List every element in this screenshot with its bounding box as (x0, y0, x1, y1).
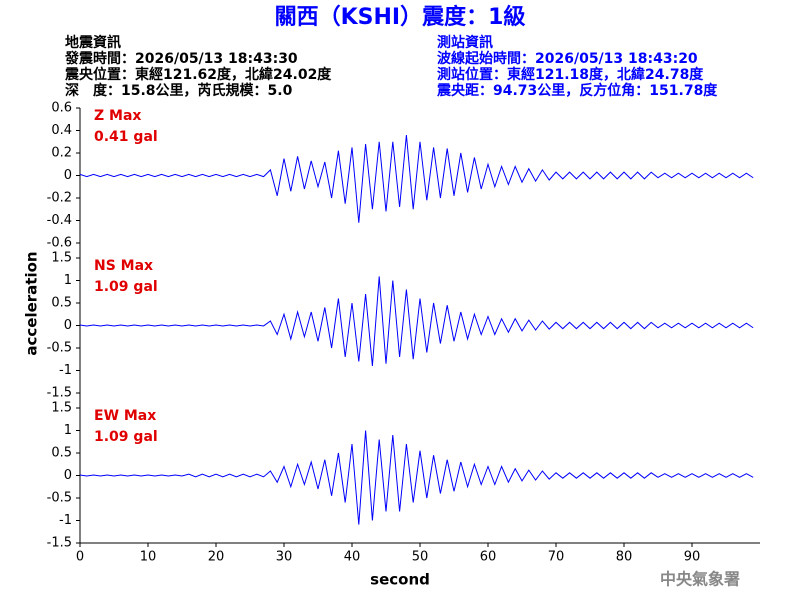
max-annotation: 1.09 gal (94, 279, 158, 295)
y-tick-label: -1.5 (47, 536, 72, 551)
x-tick-label: 30 (276, 550, 293, 565)
y-axis-label: acceleration (23, 251, 41, 355)
y-tick-label: 0 (64, 468, 72, 483)
x-tick-label: 90 (684, 550, 701, 565)
event-info: 發震時間：2026/05/13 18:43:30 (64, 50, 298, 67)
station-info: 波線起始時間：2026/05/13 18:43:20 (437, 50, 698, 67)
x-axis-label: second (370, 571, 430, 589)
station-info: 測站資訊 (437, 34, 493, 51)
y-tick-label: 0.5 (51, 446, 72, 461)
y-tick-label: 0.4 (51, 123, 72, 138)
y-tick-label: -0.4 (47, 213, 72, 228)
x-tick-label: 40 (344, 550, 361, 565)
y-tick-label: -1.5 (47, 386, 72, 401)
y-tick-label: -0.2 (47, 191, 72, 206)
max-annotation: Z Max (94, 108, 141, 124)
y-tick-label: -1 (59, 363, 72, 378)
event-info: 震央位置：東經121.62度，北緯24.02度 (64, 66, 332, 83)
y-tick-label: 1.5 (51, 401, 72, 416)
max-annotation: 1.09 gal (94, 429, 158, 445)
footer-logo: 中央氣象署 (660, 570, 740, 589)
y-tick-label: 1 (64, 423, 72, 438)
x-tick-label: 10 (140, 550, 157, 565)
station-info: 震央距：94.73公里，反方位角：151.78度 (436, 82, 718, 99)
y-tick-label: -0.5 (47, 491, 72, 506)
event-info: 地震資訊 (65, 34, 121, 51)
y-tick-label: 0.2 (51, 146, 72, 161)
x-tick-label: 20 (208, 550, 225, 565)
page-title: 關西（KSHI）震度：1級 (275, 4, 526, 30)
y-tick-label: 0 (64, 168, 72, 183)
x-tick-label: 60 (480, 550, 497, 565)
y-tick-label: 1.5 (51, 251, 72, 266)
waveform (79, 430, 754, 525)
y-tick-label: -1 (59, 513, 72, 528)
max-annotation: 0.41 gal (94, 129, 158, 145)
y-tick-label: 0 (64, 318, 72, 333)
station-info: 測站位置：東經121.18度，北緯24.78度 (437, 66, 704, 83)
max-annotation: EW Max (94, 408, 156, 424)
x-tick-label: 50 (412, 550, 429, 565)
y-tick-label: 1 (64, 273, 72, 288)
waveform (79, 134, 754, 223)
x-tick-label: 70 (548, 550, 565, 565)
max-annotation: NS Max (94, 258, 153, 274)
y-tick-label: 0.5 (51, 296, 72, 311)
x-tick-label: 0 (76, 550, 84, 565)
waveform (79, 276, 754, 367)
y-tick-label: 0.6 (51, 101, 72, 116)
event-info: 深 度：15.8公里，芮氏規模：5.0 (65, 82, 293, 99)
y-tick-label: -0.5 (47, 341, 72, 356)
x-tick-label: 80 (616, 550, 633, 565)
y-tick-label: -0.6 (47, 236, 72, 251)
